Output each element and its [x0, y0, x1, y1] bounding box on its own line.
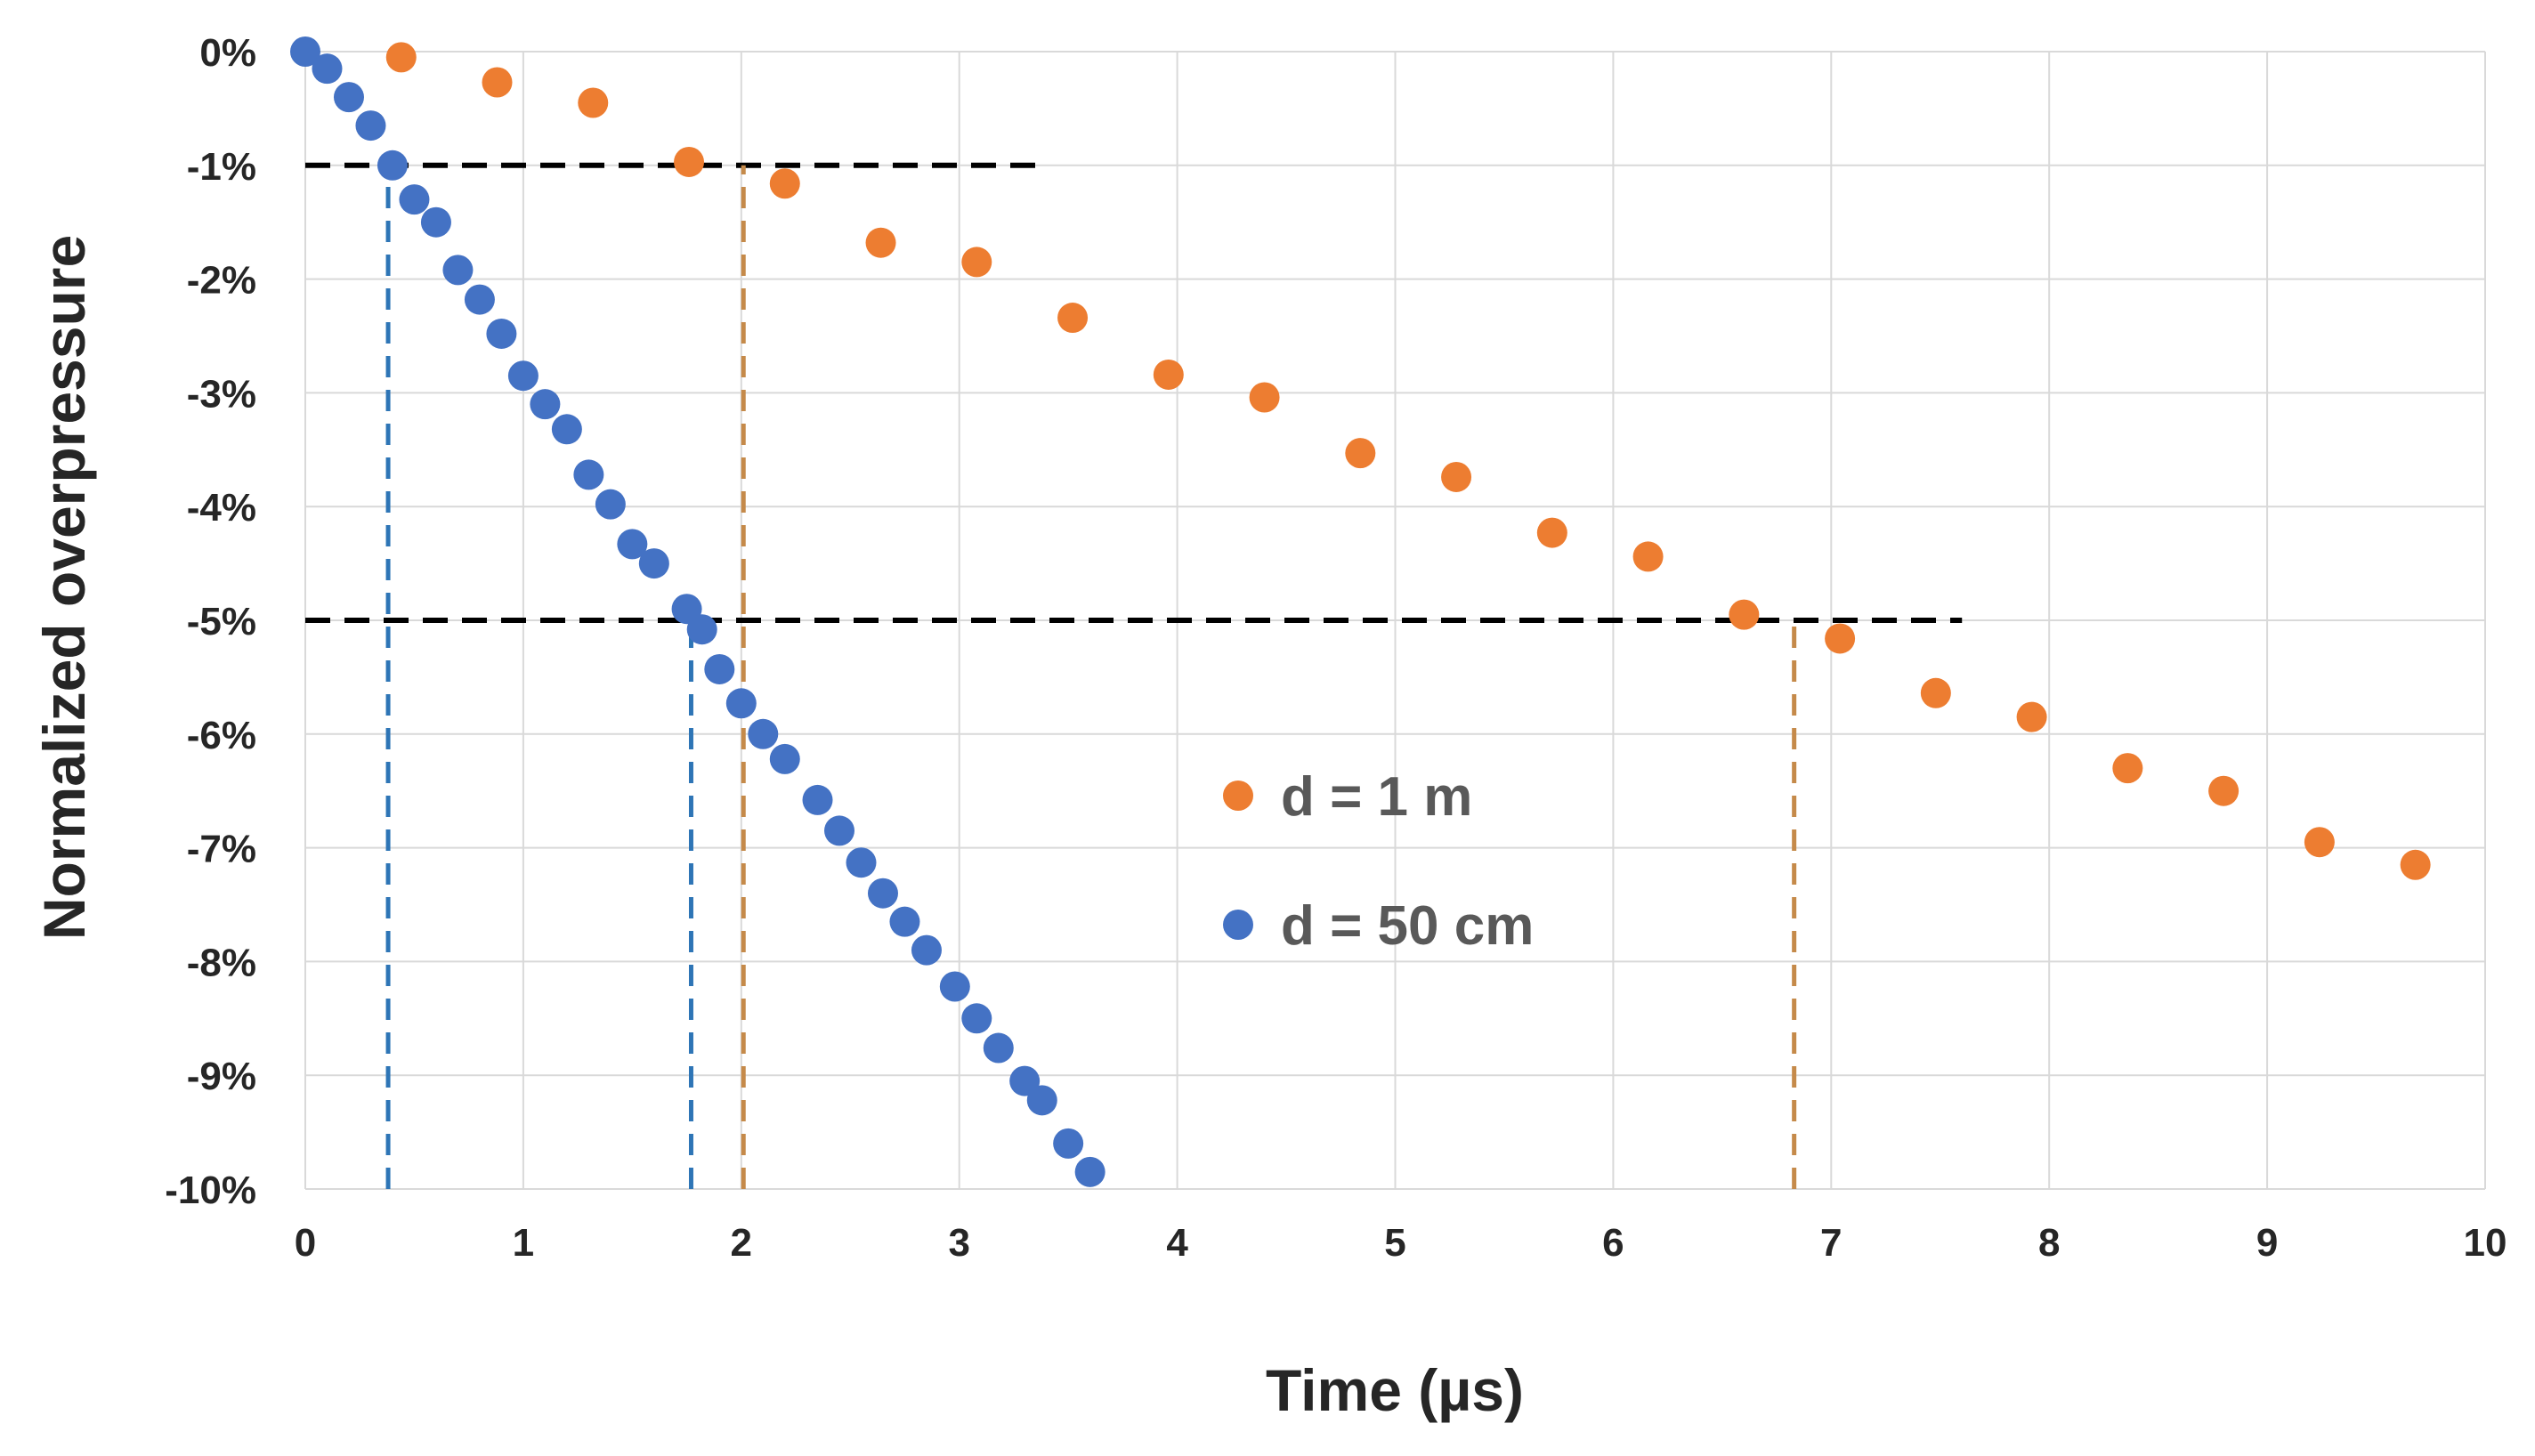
data-point — [2016, 701, 2047, 732]
data-point — [1009, 1065, 1041, 1096]
y-tick-label: -6% — [187, 714, 256, 757]
data-point — [312, 53, 343, 85]
data-point — [530, 389, 561, 420]
x-tick-label: 2 — [731, 1221, 752, 1265]
data-point — [961, 247, 992, 278]
data-point — [961, 1003, 992, 1034]
data-point — [399, 184, 430, 215]
series-0 — [385, 42, 2431, 880]
x-tick-label: 8 — [2038, 1221, 2060, 1265]
data-point — [1536, 517, 1567, 548]
y-tick-label: -8% — [187, 941, 256, 984]
legend-label: d = 50 cm — [1281, 895, 1534, 957]
data-point — [442, 255, 474, 286]
data-point — [1729, 599, 1760, 630]
legend-label: d = 1 m — [1281, 766, 1472, 828]
data-point — [290, 36, 320, 67]
data-point — [578, 87, 609, 118]
data-point — [464, 284, 495, 315]
legend: d = 1 m d = 50 cm — [1223, 766, 1534, 957]
data-point — [355, 110, 386, 142]
data-point — [867, 878, 898, 909]
data-point — [638, 548, 669, 579]
data-point — [2400, 849, 2431, 880]
y-tick-label: -3% — [187, 372, 256, 416]
legend-marker — [1223, 910, 1253, 940]
data-point — [911, 934, 942, 966]
data-point — [617, 529, 648, 560]
x-tick-label: 9 — [2256, 1221, 2278, 1265]
y-tick-label: -2% — [187, 259, 256, 303]
data-point — [377, 150, 408, 181]
data-point — [1026, 1085, 1057, 1116]
data-point — [420, 206, 451, 238]
data-point — [573, 459, 604, 490]
data-point — [595, 489, 626, 520]
data-point — [1920, 677, 1951, 708]
x-tick-label: 10 — [2464, 1221, 2507, 1265]
data-point — [802, 784, 833, 815]
y-tick-label: 0% — [199, 31, 256, 75]
y-axis-title: Normalized overpressure — [31, 235, 97, 940]
data-point — [824, 815, 855, 846]
data-point — [725, 688, 757, 719]
data-point — [385, 42, 417, 73]
x-tick-label: 7 — [1820, 1221, 1842, 1265]
data-point — [1053, 1128, 1084, 1159]
data-point — [1825, 623, 1856, 654]
y-tick-label: -10% — [165, 1169, 256, 1212]
x-tick-label: 0 — [295, 1221, 316, 1265]
data-point — [1632, 541, 1664, 572]
data-point — [1074, 1156, 1106, 1187]
x-tick-label: 5 — [1384, 1221, 1405, 1265]
data-point — [769, 168, 800, 199]
x-tick-label: 3 — [948, 1221, 969, 1265]
grid — [304, 51, 2486, 1190]
data-point — [983, 1032, 1014, 1064]
data-point — [674, 146, 705, 177]
data-point — [889, 906, 920, 937]
data-point — [482, 67, 513, 98]
data-point — [846, 847, 877, 878]
series-1 — [290, 36, 1106, 1187]
data-series — [290, 36, 2431, 1187]
y-tick-label: -7% — [187, 828, 256, 871]
data-point — [507, 360, 539, 392]
data-point — [2304, 827, 2335, 858]
data-point — [551, 414, 582, 445]
data-point — [865, 227, 896, 258]
x-tick-label: 1 — [513, 1221, 534, 1265]
data-point — [1249, 382, 1280, 413]
data-point — [2208, 775, 2239, 806]
data-point — [486, 318, 517, 349]
data-point — [939, 971, 970, 1002]
tick-labels: 0 1 2 3 4 5 6 7 8 9 10 0% -1% -2% -3% -4% -5% -6% -7% -8% -9… — [165, 31, 2507, 1265]
y-tick-label: -1% — [187, 145, 256, 189]
data-point — [2112, 753, 2143, 784]
data-point — [1057, 303, 1089, 334]
data-point — [1345, 438, 1376, 469]
data-point — [333, 82, 364, 113]
data-point — [748, 718, 779, 749]
x-axis-title: Time (µs) — [1266, 1357, 1524, 1423]
data-point — [769, 743, 800, 774]
y-tick-label: -9% — [187, 1055, 256, 1098]
x-tick-label: 4 — [1166, 1221, 1188, 1265]
reference-lines — [305, 162, 1963, 1189]
legend-marker — [1223, 781, 1253, 811]
y-tick-label: -4% — [187, 486, 256, 530]
data-point — [704, 653, 735, 684]
data-point — [1153, 359, 1184, 390]
data-point — [1441, 461, 1472, 492]
x-tick-label: 6 — [1602, 1221, 1624, 1265]
data-point — [686, 614, 717, 645]
y-tick-label: -5% — [187, 600, 256, 643]
